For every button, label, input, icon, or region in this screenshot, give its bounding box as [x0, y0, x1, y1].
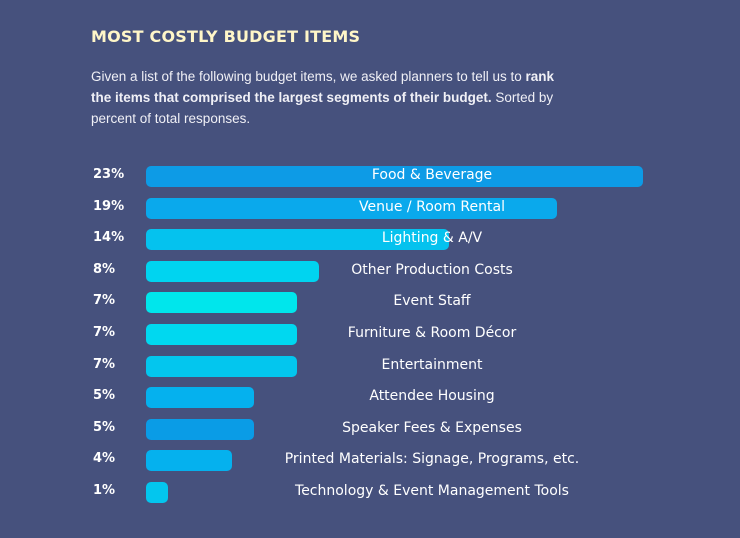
- bar-row: 7% Furniture & Room Décor: [0, 322, 740, 346]
- bar: [146, 292, 298, 314]
- value-label: 4%: [93, 451, 116, 467]
- chart-description: Given a list of the following budget ite…: [91, 66, 561, 129]
- value-label: 7%: [93, 293, 116, 309]
- bar: [146, 166, 643, 187]
- bar: [146, 355, 298, 377]
- bar-row: 7% Entertainment: [0, 354, 740, 378]
- chart-title: MOST COSTLY BUDGET ITEMS: [91, 27, 361, 46]
- value-label: 19%: [93, 198, 125, 214]
- bar: [146, 260, 319, 282]
- value-label: 5%: [93, 388, 116, 404]
- category-label: Food & Beverage: [371, 167, 493, 183]
- value-label: 23%: [93, 167, 125, 182]
- description-text: Given a list of the following budget ite…: [91, 69, 526, 84]
- bar: [146, 450, 233, 472]
- value-label: 7%: [93, 325, 116, 340]
- bar-row: 14% Lighting & A/V: [0, 227, 740, 251]
- category-label: Printed Materials: Signage, Programs, et…: [284, 451, 580, 468]
- category-label: Entertainment: [381, 356, 483, 373]
- bar-row: 5% Speaker Fees & Expenses: [0, 417, 740, 441]
- bar: [146, 197, 557, 219]
- value-label: 14%: [93, 230, 125, 246]
- description-bold: rank the items that comprised the larges…: [91, 69, 555, 105]
- value-label: 5%: [93, 419, 116, 435]
- value-label: 7%: [93, 356, 116, 372]
- description-text-end: Sorted by percent of total responses.: [91, 90, 554, 126]
- bar: [146, 418, 255, 440]
- category-label: Venue / Room Rental: [359, 198, 505, 215]
- category-label: Speaker Fees & Expenses: [342, 419, 522, 436]
- bar-row: 8% Other Production Costs: [0, 259, 740, 283]
- category-label: Attendee Housing: [369, 388, 495, 405]
- category-label: Lighting & A/V: [381, 230, 483, 247]
- bar-row: 1% Technology & Event Management Tools: [0, 480, 740, 504]
- category-label: Event Staff: [393, 293, 471, 310]
- bar-row: 5% Attendee Housing: [0, 385, 740, 409]
- bar-row: 7% Event Staff: [0, 290, 740, 314]
- bar-row: 19% Venue / Room Rental: [0, 196, 740, 220]
- bar-row: 23% Food & Beverage: [0, 164, 740, 188]
- category-label: Technology & Event Management Tools: [295, 483, 569, 499]
- bar-row: 4% Printed Materials: Signage, Programs, …: [0, 448, 740, 472]
- bar: [146, 387, 255, 409]
- value-label: 1%: [93, 483, 116, 498]
- bar: [146, 229, 449, 251]
- bar: [146, 482, 168, 503]
- category-label: Furniture & Room Décor: [347, 325, 517, 341]
- category-label: Other Production Costs: [351, 261, 513, 278]
- bar: [146, 324, 298, 345]
- value-label: 8%: [93, 261, 116, 277]
